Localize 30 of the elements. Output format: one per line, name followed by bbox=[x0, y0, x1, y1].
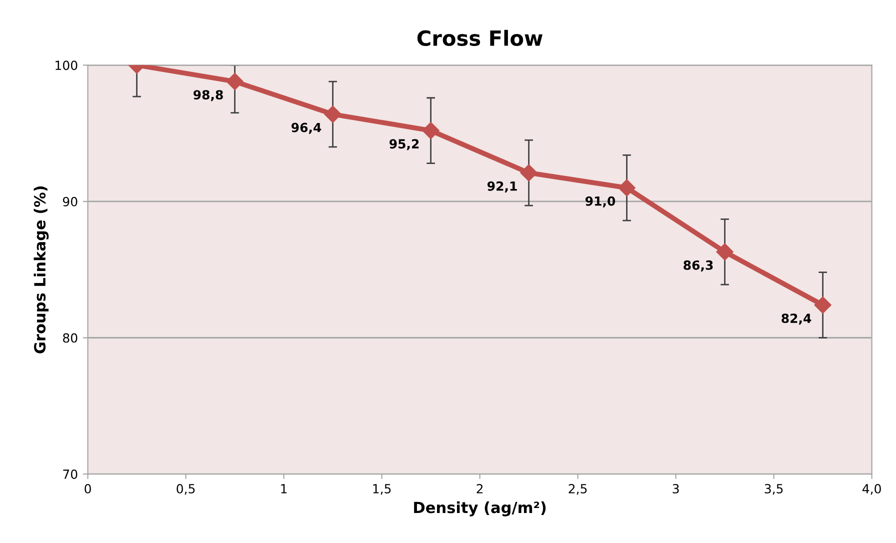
point bbox=[618, 179, 636, 196]
y-axis-title: Groups Linkage (%) bbox=[34, 186, 49, 354]
point bbox=[814, 296, 832, 314]
y-tick-label: 80 bbox=[63, 333, 78, 343]
x-tick-label: 0 bbox=[84, 484, 91, 494]
x-tick-label: 3 bbox=[672, 484, 679, 494]
x-axis-title: Density (ag/m²) bbox=[414, 501, 546, 516]
y-tick-label: 70 bbox=[63, 470, 78, 479]
x-tick-label: 1 bbox=[281, 484, 287, 494]
y-tick-label: 90 bbox=[62, 196, 78, 206]
data-label: 82,4 bbox=[782, 314, 812, 325]
x-tick-label: 2,5 bbox=[568, 484, 587, 495]
x-tick-label: 3,5 bbox=[764, 484, 783, 495]
point bbox=[422, 122, 440, 140]
x-tick-label: 2 bbox=[476, 484, 483, 494]
point bbox=[716, 243, 734, 260]
data-label: 92,1 bbox=[488, 181, 517, 192]
x-tick-label: 1,5 bbox=[373, 484, 391, 495]
data-label: 96,4 bbox=[292, 122, 322, 134]
data-label: 95,2 bbox=[390, 139, 419, 150]
x-tick-label: 4,0 bbox=[862, 484, 881, 495]
data-label: 86,3 bbox=[684, 260, 713, 272]
chart-title: Cross Flow bbox=[417, 30, 543, 46]
y-tick-label: 100 bbox=[56, 60, 78, 70]
point bbox=[324, 106, 342, 123]
x-tick-label: 0,5 bbox=[176, 484, 195, 495]
point bbox=[520, 164, 538, 182]
point bbox=[226, 72, 244, 90]
data-label: 91,0 bbox=[586, 196, 616, 208]
data-label: 98,8 bbox=[194, 90, 223, 102]
